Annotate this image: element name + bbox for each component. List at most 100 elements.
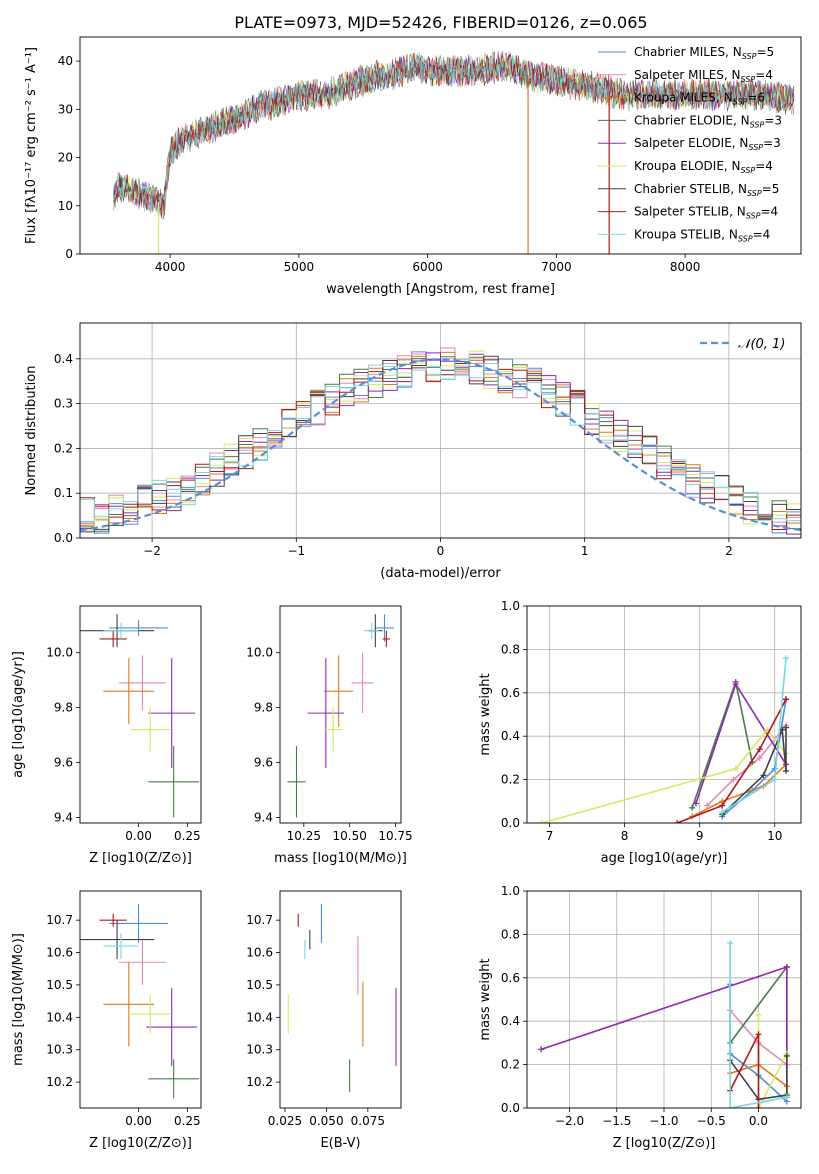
x-axis-label: (data-model)/error [380,566,501,581]
y-tick-label: 10.6 [46,946,73,960]
series-marker [756,754,763,761]
series-line [729,1033,760,1108]
x-tick-label: 7 [546,829,554,843]
legend-label: Salpeter MILES, NSSP=4 [634,68,773,84]
y-tick-label: 0.2 [501,1058,520,1072]
y-tick-label: 10.2 [246,1075,273,1089]
x-tick-label: −2 [143,544,161,558]
legend-label: 𝒩(0, 1) [738,337,785,352]
series-marker [732,681,739,688]
y-axis-label: mass weight [478,673,493,755]
x-axis-label: E(B-V) [320,1136,360,1151]
series-marker [727,1105,734,1108]
y-tick-label: 0.8 [501,642,520,656]
x-tick-label: −1 [287,544,305,558]
spectrum-line [113,53,795,219]
plot-frame [526,605,802,824]
legend-label: Salpeter STELIB, NSSP=4 [634,205,778,221]
series-marker [771,776,778,783]
series-marker [782,655,789,662]
x-tick-label: 10.25 [287,829,321,843]
y-tick-label: 0.6 [501,971,520,985]
series-marker [760,772,767,779]
y-tick-label: 1.0 [501,599,520,613]
x-tick-label: 0.00 [125,1114,152,1128]
spectrum-line [113,51,795,218]
y-tick-label: 9.8 [254,701,273,715]
x-tick-label: 0.0 [749,1114,768,1128]
y-tick-label: 1.0 [501,884,520,898]
legend-label: Chabrier ELODIE, NSSP=3 [634,113,782,129]
x-axis-label: mass [log10(M/M⊙)] [274,851,407,866]
plot-frame [79,322,802,539]
y-tick-label: 10.2 [46,1075,73,1089]
x-tick-label: 0.25 [174,1114,201,1128]
series-marker [704,802,711,809]
series-marker [756,746,763,753]
x-tick-label: 9 [696,829,704,843]
series-marker [755,1105,762,1108]
y-tick-label: 0.1 [54,486,73,500]
series-marker [782,696,789,703]
y-tick-label: 9.4 [54,811,73,825]
y-axis-label: mass weight [478,958,493,1040]
legend-label: Kroupa MILES, NSSP=6 [634,91,765,107]
x-axis-label: Z [log10(Z/Z⊙)] [89,851,192,866]
y-tick-label: 9.6 [254,756,273,770]
series-marker [779,726,786,733]
mass-vs-ebv-panel: 0.025 0.050 0.075 10.2 10.3 10.4 10.5 10.6 10.7 E… [246,890,402,1151]
series-marker [719,802,726,809]
x-tick-label: 0.25 [174,829,201,843]
y-tick-label: 0.4 [54,352,73,366]
histogram-step [80,352,801,535]
series-marker [783,1094,790,1101]
y-tick-label: 0.0 [501,816,520,830]
series-marker [674,820,681,823]
series-marker [782,767,789,774]
mass-vs-metallicity-panel: 0.00 0.25 10.2 10.3 10.4 10.5 10.6 10.7 Z [log10… [11,890,202,1151]
histogram-step [80,359,801,522]
series-marker [783,963,790,970]
plot-frame [79,36,802,255]
series-line [695,682,787,804]
y-tick-label: 9.6 [54,756,73,770]
x-tick-label: 2 [725,544,733,558]
y-tick-label: 10.0 [246,646,273,660]
y-axis-label: age [log10(age/yr)] [11,651,26,778]
series-marker [727,940,734,947]
y-tick-label: 0.6 [501,686,520,700]
weight-vs-age-panel: 7 8 9 10 0.0 0.2 0.4 0.6 0.8 1.0 age [log10(age/yr… [478,599,802,866]
series-marker [538,1046,545,1053]
plot-frame [79,890,202,1109]
y-tick-label: 10.4 [46,1010,73,1024]
plot-frame [279,605,402,824]
y-tick-label: 0.2 [54,441,73,455]
y-tick-label: 10.3 [46,1043,73,1057]
y-tick-label: 30 [58,102,73,116]
x-tick-label: 8 [621,829,629,843]
series-marker [755,1031,762,1038]
x-tick-label: 4000 [155,260,186,274]
x-tick-label: 0.075 [351,1114,385,1128]
y-tick-label: 10.4 [246,1010,273,1024]
page-title: PLATE=0973, MJD=52426, FIBERID=0126, z=0… [234,13,647,32]
series-marker [719,809,726,816]
y-axis-label: Normed distribution [24,366,39,496]
series-marker [782,724,789,731]
x-tick-label: 6000 [412,260,443,274]
series-marker [692,800,699,807]
series-line [729,1055,788,1101]
legend-label: Salpeter ELODIE, NSSP=3 [634,136,781,152]
y-tick-label: 9.4 [254,811,273,825]
y-tick-label: 0.8 [501,927,520,941]
x-tick-label: 7000 [541,260,572,274]
y-tick-label: 10.6 [246,946,273,960]
x-tick-label: 0.025 [268,1114,302,1128]
normal-curve [80,358,801,532]
series-marker [732,765,739,772]
series-line [729,943,787,1108]
y-tick-label: 0.3 [54,397,73,411]
y-axis-label: mass [log10(M/M⊙)] [11,933,26,1066]
y-tick-label: 0.2 [501,773,520,787]
